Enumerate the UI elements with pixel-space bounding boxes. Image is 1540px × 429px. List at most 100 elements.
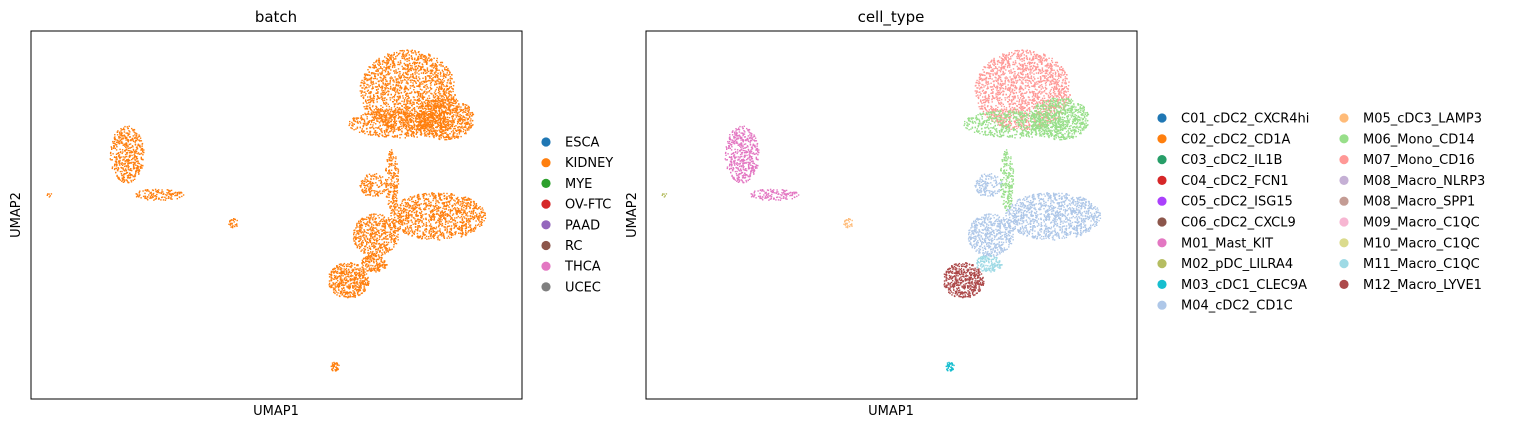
scatter-point xyxy=(393,106,396,108)
scatter-point xyxy=(382,110,385,113)
scatter-point xyxy=(456,198,458,200)
scatter-point xyxy=(378,234,380,237)
scatter-point xyxy=(436,95,438,97)
scatter-point xyxy=(362,280,364,282)
scatter-point xyxy=(359,231,361,233)
scatter-point xyxy=(470,201,472,204)
scatter-point xyxy=(467,121,469,123)
scatter-point xyxy=(413,107,416,109)
scatter-point xyxy=(382,214,384,216)
scatter-point xyxy=(432,194,434,196)
scatter-point xyxy=(398,129,401,131)
scatter-point xyxy=(370,228,372,231)
scatter-point xyxy=(389,112,391,114)
scatter-point xyxy=(407,220,409,223)
scatter-point xyxy=(376,234,378,236)
scatter-point xyxy=(406,92,408,94)
scatter-point xyxy=(473,209,475,212)
scatter-point xyxy=(439,127,441,129)
scatter-point xyxy=(448,125,450,127)
scatter-point xyxy=(454,208,457,210)
scatter-point xyxy=(460,130,462,133)
scatter-point xyxy=(340,267,342,269)
scatter-point xyxy=(444,117,447,119)
scatter-point xyxy=(449,78,451,80)
scatter-point xyxy=(433,114,436,116)
scatter-point xyxy=(459,122,461,125)
scatter-point xyxy=(347,295,349,297)
scatter-point xyxy=(352,119,355,121)
scatter-point xyxy=(467,118,469,120)
scatter-point xyxy=(376,127,379,129)
scatter-point xyxy=(418,97,420,100)
scatter-point xyxy=(398,110,400,113)
scatter-point xyxy=(371,105,374,108)
scatter-point xyxy=(373,97,375,100)
scatter-point xyxy=(473,202,475,204)
scatter-point xyxy=(425,93,427,95)
scatter-point xyxy=(348,124,350,127)
scatter-point xyxy=(355,277,357,280)
scatter-point xyxy=(443,236,445,238)
scatter-point xyxy=(383,216,385,219)
scatter-point xyxy=(392,56,394,59)
scatter-point xyxy=(363,120,366,122)
scatter-point xyxy=(450,96,453,98)
scatter-point xyxy=(390,130,392,132)
scatter-point xyxy=(369,240,372,242)
scatter-point xyxy=(428,131,431,133)
scatter-point xyxy=(464,205,467,207)
scatter-point xyxy=(448,101,450,103)
scatter-point xyxy=(355,274,357,277)
scatter-point xyxy=(451,108,453,111)
scatter-point xyxy=(335,277,337,279)
scatter-point xyxy=(381,243,383,245)
scatter-point xyxy=(451,194,453,196)
scatter-point xyxy=(428,112,430,115)
scatter-point xyxy=(417,113,419,116)
scatter-point xyxy=(381,214,383,217)
scatter-point xyxy=(406,99,408,101)
scatter-point xyxy=(375,231,377,233)
scatter-point xyxy=(440,85,443,87)
scatter-point xyxy=(450,216,453,219)
scatter-point xyxy=(466,119,469,121)
scatter-point xyxy=(388,119,390,121)
scatter-point xyxy=(356,224,358,226)
scatter-point xyxy=(355,282,357,284)
scatter-point xyxy=(364,78,366,81)
scatter-point xyxy=(426,204,429,206)
scatter-point xyxy=(417,227,419,229)
scatter-point xyxy=(465,198,468,201)
scatter-point xyxy=(448,127,450,130)
scatter-point xyxy=(406,52,408,55)
scatter-point xyxy=(382,233,384,235)
scatter-point xyxy=(469,220,471,223)
scatter-point xyxy=(363,118,365,120)
scatter-point xyxy=(351,121,353,124)
scatter-point xyxy=(342,263,345,266)
scatter-point xyxy=(442,65,444,67)
scatter-point xyxy=(412,131,414,133)
scatter-point xyxy=(394,76,396,78)
scatter-point xyxy=(469,225,471,227)
scatter-point xyxy=(401,212,403,215)
scatter-point xyxy=(387,84,389,86)
scatter-point xyxy=(366,218,368,221)
scatter-point xyxy=(438,110,441,112)
scatter-point xyxy=(388,127,390,129)
scatter-point xyxy=(390,85,392,88)
scatter-point xyxy=(350,271,353,274)
scatter-point xyxy=(367,96,369,98)
scatter-point xyxy=(404,86,406,89)
scatter-point xyxy=(467,127,470,129)
scatter-point xyxy=(439,81,442,83)
scatter-point xyxy=(465,231,467,233)
scatter-point xyxy=(461,117,463,119)
scatter-point xyxy=(404,227,407,229)
scatter-point xyxy=(373,122,375,124)
scatter-point xyxy=(417,128,419,130)
scatter-point xyxy=(440,137,442,139)
scatter-point xyxy=(390,238,393,240)
scatter-point xyxy=(383,77,385,79)
